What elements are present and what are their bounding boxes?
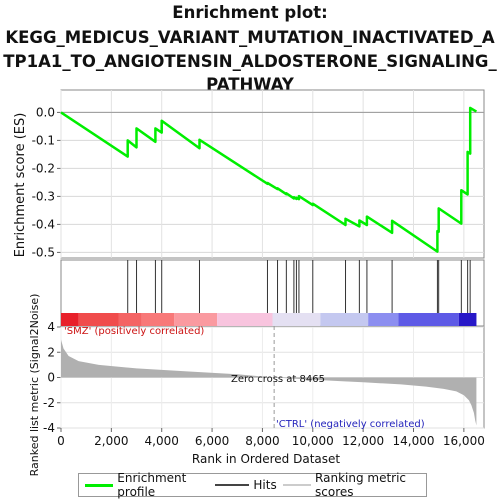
legend-label-ranking-metric: Ranking metric scores: [315, 471, 407, 499]
legend-swatch-enrichment-profile: [85, 483, 114, 487]
es-y-tick-label: -0.2: [32, 161, 55, 175]
x-tick-label: 6,000: [195, 434, 229, 448]
legend-label-enrichment-profile: Enrichment profile: [117, 471, 187, 499]
metric-y-tick-label: 0: [47, 371, 55, 385]
x-tick-label: 2,000: [94, 434, 128, 448]
heatmap-segment: [398, 313, 459, 326]
es-y-tick-label: 0.0: [36, 105, 55, 119]
heatmap-segment: [217, 313, 273, 326]
heatmap-segment: [61, 313, 79, 326]
es-plot-frame: [60, 89, 485, 259]
metric-panel: 4 2 0 -2 -4: [43, 320, 485, 435]
legend-swatch-hits: [215, 484, 250, 486]
legend: Enrichment profile Hits Ranking metric s…: [78, 471, 427, 499]
enrichment-profile-line: [60, 106, 478, 253]
x-tick-label: 14,000: [393, 434, 435, 448]
chart-title-line-2: KEGG_MEDICUS_VARIANT_MUTATION_INACTIVATE…: [5, 28, 495, 47]
legend-swatch-ranking-metric: [282, 484, 312, 486]
chart-title-line-4: PATHWAY: [206, 75, 294, 94]
positive-correlation-label: 'SMZ' (positively correlated): [64, 326, 204, 337]
negative-correlation-label: 'CTRL' (negatively correlated): [276, 419, 425, 430]
es-y-tick-label: -0.3: [32, 189, 55, 203]
legend-item-ranking-metric: Ranking metric scores: [282, 471, 426, 499]
hits-panel: [60, 259, 485, 327]
x-tick-label: 4,000: [145, 434, 179, 448]
es-y-tick-label: -0.5: [32, 245, 55, 259]
metric-y-axis-label: Ranked list metric (Signal2Noise): [28, 294, 41, 477]
heatmap-segment: [174, 313, 218, 326]
metric-y-tick-label: 2: [47, 345, 55, 359]
legend-item-hits: Hits: [215, 478, 277, 492]
x-tick-label: 12,000: [342, 434, 384, 448]
chart-title-line-3: TP1A1_TO_ANGIOTENSIN_ALDOSTERONE_SIGNALI…: [3, 52, 497, 71]
x-axis-label: Rank in Ordered Dataset: [192, 452, 340, 466]
es-y-tick-label: -0.4: [32, 217, 55, 231]
heatmap-segment: [368, 313, 399, 326]
ranking-metric-area: [61, 339, 477, 426]
es-panel: 0.0 -0.1 -0.2 -0.3 -0.4 -0.5: [32, 89, 485, 259]
legend-item-enrichment-profile: Enrichment profile: [85, 471, 209, 499]
chart-title-line-1: Enrichment plot:: [172, 3, 328, 22]
heatmap-segment: [118, 313, 142, 326]
heatmap-segment: [272, 313, 321, 326]
x-tick-label: 16,000: [443, 434, 485, 448]
metric-y-tick-label: -4: [43, 421, 55, 435]
x-tick-label: 0: [57, 434, 65, 448]
heatmap-segment: [320, 313, 369, 326]
x-axis: 0 2,000 4,000 6,000 8,000 10,000 12,000 14,000 1…: [57, 428, 485, 448]
zero-cross-label: Zero cross at 8465: [231, 374, 325, 385]
es-y-axis-label: Enrichment score (ES): [13, 113, 28, 258]
metric-y-tick-label: 4: [47, 320, 55, 334]
legend-label-hits: Hits: [253, 478, 277, 492]
heatmap-segment: [78, 313, 119, 326]
metric-y-tick-label: -2: [43, 396, 55, 410]
x-tick-label: 10,000: [292, 434, 334, 448]
x-tick-label: 8,000: [245, 434, 279, 448]
heatmap-segment: [458, 313, 477, 326]
heatmap-segment: [141, 313, 175, 326]
es-y-tick-label: -0.1: [32, 133, 55, 147]
